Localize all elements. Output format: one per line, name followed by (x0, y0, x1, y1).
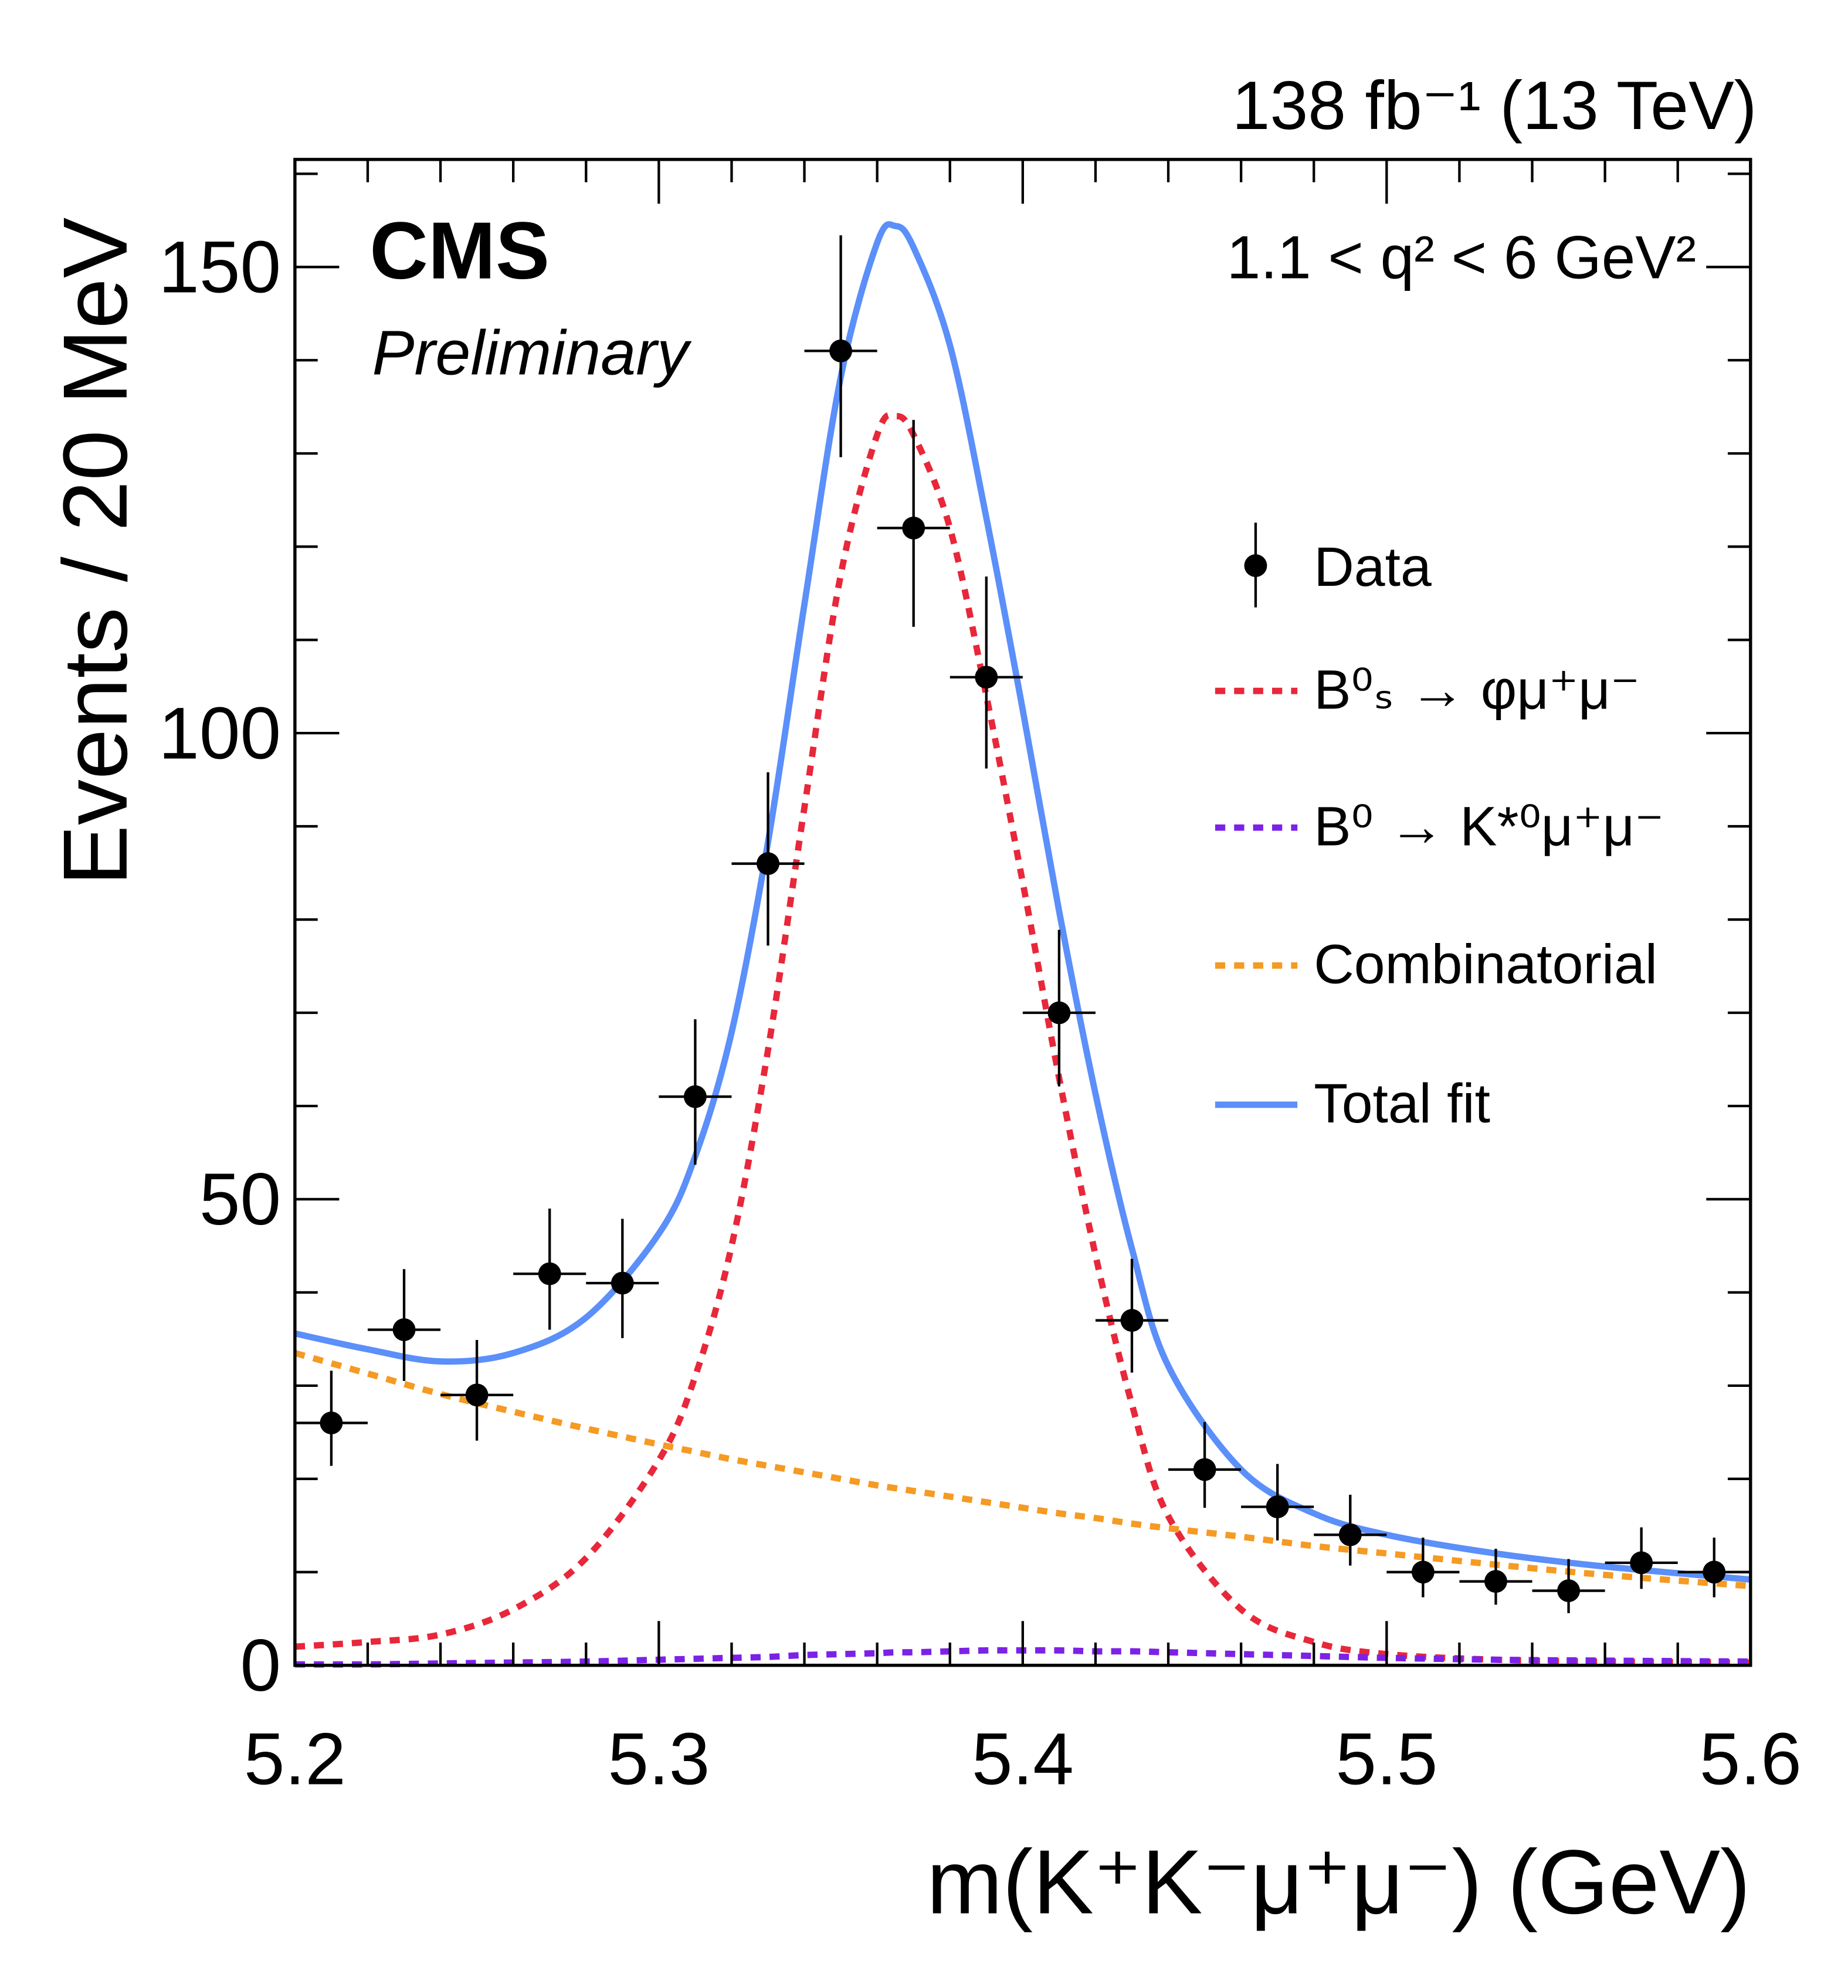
data-point (1095, 1258, 1169, 1373)
data-point (731, 772, 805, 946)
data-point (1532, 1559, 1605, 1613)
data-marker (1338, 1523, 1362, 1546)
data-marker (1120, 1309, 1144, 1332)
x-tick-label: 5.3 (608, 1718, 710, 1800)
data-point (1677, 1537, 1751, 1597)
legend-label: Combinatorial (1314, 934, 1657, 996)
curve-total-fit (294, 221, 1751, 1583)
x-tick-label: 5.2 (244, 1718, 346, 1800)
data-point (513, 1208, 586, 1330)
data-point (1168, 1422, 1242, 1508)
data-point (659, 1019, 732, 1165)
data-marker (320, 1412, 343, 1434)
data-point (950, 576, 1023, 769)
data-marker (1411, 1560, 1435, 1584)
data-marker (1047, 1001, 1071, 1024)
axis-ticks (293, 159, 1752, 1667)
curve-b (294, 412, 1751, 1666)
x-tick-label: 5.6 (1700, 1718, 1802, 1800)
legend-entry: B⁰ → K*⁰μ⁺μ⁻ (1215, 795, 1664, 857)
y-tick-label: 150 (158, 226, 281, 308)
data-point (586, 1219, 659, 1338)
data-point (804, 235, 877, 457)
tick-labels: 0 50 100 150 5.2 5.3 5.4 5.5 5.6 (158, 226, 1802, 1800)
data-marker (465, 1383, 489, 1407)
x-axis-label: m(K⁺K⁻μ⁺μ⁻) (GeV) (927, 1831, 1751, 1933)
legend-data-marker-icon (1244, 554, 1267, 577)
curve-b-k (294, 1647, 1751, 1668)
data-marker (757, 852, 779, 876)
legend-entry-data: Data (1244, 523, 1432, 608)
data-marker (683, 1085, 707, 1108)
data-point (1314, 1494, 1387, 1566)
data-point (367, 1269, 441, 1381)
legend-entry: Total fit (1215, 1073, 1490, 1135)
data-point (294, 1370, 368, 1466)
legend: Data B⁰ₛ → φμ⁺μ⁻ B⁰ → K*⁰μ⁺μ⁻ Combinatorial… (1215, 523, 1664, 1135)
data-point (1459, 1549, 1532, 1605)
legend-label: B⁰ₛ → φμ⁺μ⁻ (1314, 659, 1640, 721)
data-marker (392, 1318, 416, 1341)
data-marker (1557, 1579, 1580, 1602)
data-marker (1266, 1495, 1289, 1518)
x-tick-label: 5.5 (1335, 1718, 1437, 1800)
data-marker (975, 666, 998, 689)
data-point (877, 420, 950, 627)
data-marker (829, 339, 853, 362)
data-points (294, 235, 1751, 1613)
data-marker (1193, 1458, 1216, 1481)
legend-entry: Combinatorial (1215, 934, 1657, 996)
legend-label: Data (1314, 536, 1432, 598)
data-point (1386, 1537, 1460, 1597)
selection-label: 1.1 < q² < 6 GeV² (1227, 223, 1696, 291)
y-axis-label: Events / 20 MeV (44, 218, 146, 886)
legend-label: Total fit (1314, 1073, 1490, 1135)
data-point (440, 1339, 514, 1441)
curve-combinatorial (294, 1350, 1751, 1589)
data-point (1241, 1464, 1314, 1541)
data-marker (538, 1262, 561, 1285)
data-marker (1703, 1560, 1726, 1584)
data-marker (611, 1271, 634, 1295)
data-marker (1630, 1551, 1653, 1575)
data-marker (1484, 1570, 1507, 1593)
fit-curves (294, 221, 1751, 1668)
y-tick-label: 100 (158, 692, 281, 774)
experiment-label: CMS (369, 206, 550, 296)
data-marker (902, 516, 925, 540)
data-point (1022, 929, 1096, 1087)
legend-label: B⁰ → K*⁰μ⁺μ⁻ (1314, 795, 1664, 857)
y-tick-label: 50 (199, 1158, 281, 1240)
y-tick-label: 0 (240, 1624, 282, 1707)
data-point (1605, 1527, 1678, 1589)
legend-entry: B⁰ₛ → φμ⁺μ⁻ (1215, 659, 1640, 721)
lumi-label: 138 fb⁻¹ (13 TeV) (1232, 67, 1757, 144)
x-tick-label: 5.4 (972, 1718, 1074, 1800)
status-label: Preliminary (372, 317, 693, 388)
